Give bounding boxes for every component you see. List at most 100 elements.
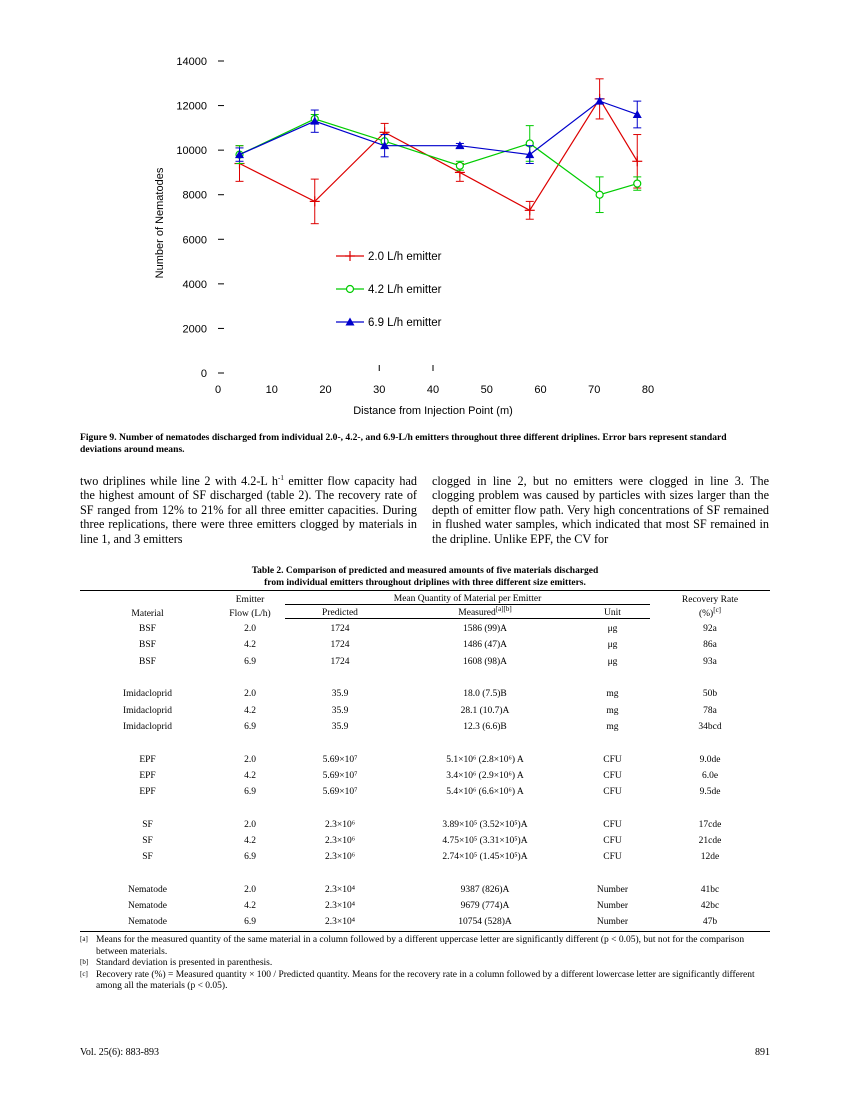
table-row: Nematode 2.0 2.3×10⁴ 9387 (826)A Number 41bc: [80, 882, 770, 898]
cell-unit: CFU: [603, 754, 622, 765]
data-point: [455, 161, 464, 170]
x-axis-label: Distance from Injection Point (m): [353, 405, 513, 417]
cell-meas: 5.4×10⁶ (6.6×10⁶) A: [446, 787, 524, 798]
cell-pred: 35.9: [331, 721, 349, 732]
cell-pred: 1724: [330, 624, 350, 635]
table-row: Nematode 6.9 2.3×10⁴ 10754 (528)A Number 47b: [80, 914, 770, 932]
data-point: [632, 109, 642, 118]
y-tick-label: 0: [201, 368, 207, 380]
x-tick-label: 50: [481, 384, 493, 396]
header-predicted: Predicted: [285, 604, 395, 619]
note-c: [c] Recovery rate (%) = Measured quantity…: [80, 969, 755, 992]
cell-rate: 86a: [703, 640, 717, 651]
header-rate-1: Recovery Rate: [650, 590, 770, 605]
cell-material: EPF: [139, 754, 156, 765]
cell-unit: mg: [606, 705, 619, 716]
cell-rate: 34bcd: [698, 721, 722, 732]
nematode-line-chart: 0 2000 4000 6000 8000 10000 12000 14000 0 10 20 30 4…: [154, 56, 654, 417]
cell-meas: 2.74×10⁵ (1.45×10⁵)A: [442, 852, 528, 863]
cell-pred: 2.3×10⁶: [324, 836, 356, 846]
figure-caption: Figure 9. Number of nematodes discharged…: [80, 432, 727, 455]
y-tick-label: 12000: [176, 101, 207, 113]
data-point: [235, 150, 244, 159]
table-row: EPF 4.2 5.69×10⁷ 3.4×10⁶ (2.9×10⁶) A CFU 6.0e: [80, 768, 770, 784]
right-column-text: clogged in line 2, but no emitters were …: [432, 474, 769, 546]
header-flow-2: Flow (L/h): [229, 608, 271, 619]
legend-marker-3: [345, 317, 355, 326]
cell-meas: 4.75×10⁵ (3.31×10⁵)A: [442, 836, 528, 846]
x-tick-label: 70: [588, 384, 600, 396]
cell-flow: 6.9: [215, 914, 285, 932]
cell-rate: 9.0de: [699, 754, 721, 765]
cell-meas: 10754 (528)A: [395, 914, 575, 932]
y-tick-label: 10000: [176, 145, 207, 157]
cell-unit: μg: [607, 624, 618, 635]
cell-flow: 2.0: [244, 623, 256, 634]
table-row: BSF 6.9 1724 1608 (98)A μg 93a: [80, 654, 770, 670]
header-flow-1: Emitter: [215, 590, 285, 605]
table-row: Imidacloprid 6.9 35.9 12.3 (6.6)B mg 34bcd: [80, 719, 770, 735]
cell-flow: 6.9: [244, 787, 256, 798]
cell-flow: 4.2: [244, 836, 256, 846]
cell-flow: 2.0: [244, 819, 256, 830]
cell-unit: μg: [607, 640, 618, 651]
header-rate-2: (%)[c]: [698, 605, 722, 619]
cell-rate: 50b: [702, 689, 718, 700]
table-row: BSF 2.0 1724 1586 (99)A μg 92a: [80, 619, 770, 638]
cell-meas: 1608 (98)A: [462, 656, 508, 667]
cell-flow: 2.0: [244, 754, 256, 765]
cell-pred: 2.3×10⁶: [324, 819, 356, 830]
cell-unit: Number: [596, 901, 629, 912]
legend-label-1: 2.0 L/h emitter: [368, 251, 442, 263]
cell-rate: 78a: [703, 705, 717, 716]
cell-rate: 47b: [650, 914, 770, 932]
note-a: [a] Means for the measured quantity of th…: [80, 935, 745, 957]
legend-marker-2: [345, 284, 355, 294]
header-material: Material: [80, 590, 215, 619]
cell-material: Imidacloprid: [122, 721, 173, 732]
cell-material: BSF: [139, 656, 156, 667]
data-point: [595, 190, 604, 199]
cell-meas: 18.0 (7.5)B: [463, 689, 507, 700]
y-tick-label: 4000: [183, 279, 207, 291]
cell-material: SF: [142, 836, 153, 846]
cell-flow: 2.0: [244, 689, 256, 700]
cell-rate: 41bc: [700, 884, 720, 895]
cell-unit: μg: [607, 656, 618, 667]
cell-material: SF: [142, 852, 153, 863]
group-spacer: [80, 670, 770, 686]
header-measured: Measured[a][b]: [395, 604, 575, 619]
cell-material: Imidacloprid: [122, 705, 173, 716]
data-point: [633, 179, 642, 188]
table-row: SF 2.0 2.3×10⁶ 3.89×10⁵ (3.52×10⁵)A CFU 17cde: [80, 817, 770, 833]
cell-material: BSF: [139, 640, 156, 651]
cell-unit: CFU: [603, 770, 622, 781]
note-b: [b] Standard deviation is presented in pa…: [80, 958, 273, 968]
cell-material: Nematode: [80, 914, 215, 932]
cell-flow: 2.0: [244, 884, 256, 895]
cell-flow: 6.9: [244, 721, 256, 732]
cell-meas: 5.1×10⁶ (2.8×10⁶) A: [446, 754, 524, 765]
footer-volume: Vol. 25(6): 883-893: [80, 1047, 159, 1058]
cell-rate: 6.0e: [701, 770, 719, 781]
data-point: [380, 141, 390, 150]
series-line-3: [239, 100, 638, 156]
table-row: EPF 6.9 5.69×10⁷ 5.4×10⁶ (6.6×10⁶) A CFU 9.5d…: [80, 784, 770, 800]
cell-unit: CFU: [603, 852, 622, 863]
cell-flow: 4.2: [244, 705, 256, 716]
cell-material: Imidacloprid: [122, 689, 173, 700]
table-title: Table 2. Comparison of predicted and mea…: [251, 566, 599, 588]
cell-rate: 12de: [700, 852, 720, 863]
cell-unit: CFU: [603, 819, 622, 830]
cell-material: EPF: [139, 787, 156, 798]
cell-pred: 5.69×10⁷: [322, 787, 358, 798]
legend-label-2: 4.2 L/h emitter: [368, 284, 442, 296]
y-tick-label: 14000: [176, 56, 207, 68]
cell-unit: mg: [606, 721, 619, 732]
cell-meas: 3.4×10⁶ (2.9×10⁶) A: [446, 770, 524, 781]
legend-label-3: 6.9 L/h emitter: [368, 317, 442, 329]
x-tick-label: 0: [215, 384, 221, 396]
header-unit: Unit: [575, 604, 650, 619]
cell-unit: Number: [575, 914, 650, 932]
cell-pred: 2.3×10⁴: [324, 901, 356, 912]
